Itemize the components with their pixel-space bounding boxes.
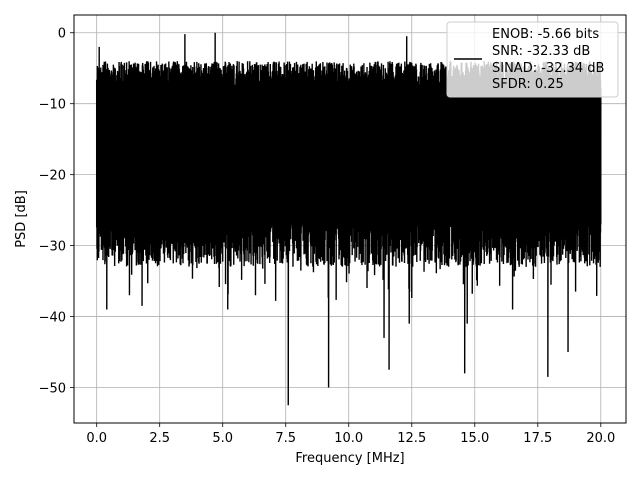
x-tick-label: 5.0 xyxy=(212,431,233,446)
legend: ENOB: -5.66 bits SNR: -32.33 dB SINAD: -… xyxy=(446,21,619,98)
series-group xyxy=(95,32,602,406)
y-tick-label: −50 xyxy=(39,382,66,397)
legend-label-enob: ENOB: -5.66 bits xyxy=(492,27,599,42)
legend-label-snr: SNR: -32.33 dB xyxy=(492,44,590,59)
x-tick-label: 2.5 xyxy=(149,431,170,446)
x-axis-ticks: 0.0 2.5 5.0 7.5 10.0 12.5 15.0 17.5 20.0 xyxy=(86,423,615,446)
legend-label-sinad: SINAD: -32.34 dB xyxy=(492,61,604,76)
x-tick-label: 20.0 xyxy=(586,431,615,446)
plot-frame xyxy=(73,14,627,424)
x-tick-label: 10.0 xyxy=(334,431,363,446)
legend-label-sfdr: SFDR: 0.25 xyxy=(492,77,564,92)
y-axis-label: PSD [dB] xyxy=(14,190,29,248)
legend-box xyxy=(446,21,619,98)
y-tick-label: −30 xyxy=(39,240,66,255)
y-tick-label: −20 xyxy=(39,169,66,184)
psd-series-line xyxy=(95,32,602,406)
x-tick-label: 12.5 xyxy=(397,431,426,446)
y-tick-label: 0 xyxy=(58,27,66,42)
x-axis-label: Frequency [MHz] xyxy=(295,451,404,466)
y-tick-label: −40 xyxy=(39,311,66,326)
y-tick-label: −10 xyxy=(39,98,66,113)
x-tick-label: 0.0 xyxy=(86,431,107,446)
x-tick-label: 7.5 xyxy=(275,431,296,446)
x-tick-label: 17.5 xyxy=(523,431,552,446)
y-axis-ticks: 0 −10 −20 −30 −40 −50 xyxy=(39,27,74,397)
x-tick-label: 15.0 xyxy=(460,431,489,446)
